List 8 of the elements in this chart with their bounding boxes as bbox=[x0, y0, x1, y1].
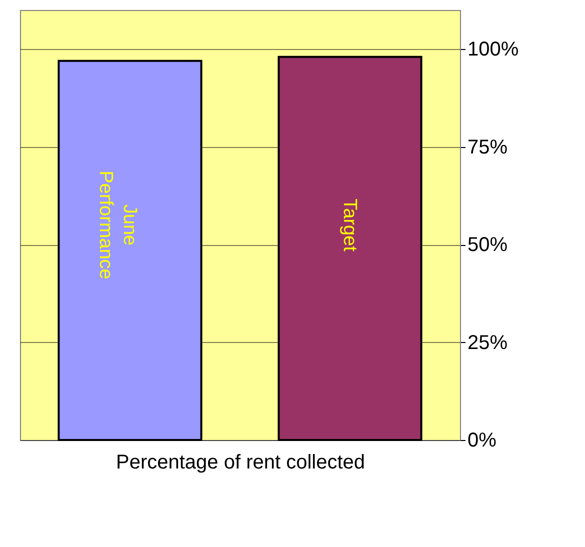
y-tick-label: 50% bbox=[468, 234, 508, 256]
x-axis-title: Percentage of rent collected bbox=[116, 452, 366, 474]
y-tick-label: 25% bbox=[468, 332, 508, 354]
x-tick-label: Target bbox=[339, 198, 360, 252]
y-tick-label: 100% bbox=[468, 38, 519, 61]
y-tick-label: 0% bbox=[468, 430, 497, 452]
x-tick-label: June Performance bbox=[95, 170, 140, 280]
y-tick-label: 75% bbox=[468, 136, 508, 158]
